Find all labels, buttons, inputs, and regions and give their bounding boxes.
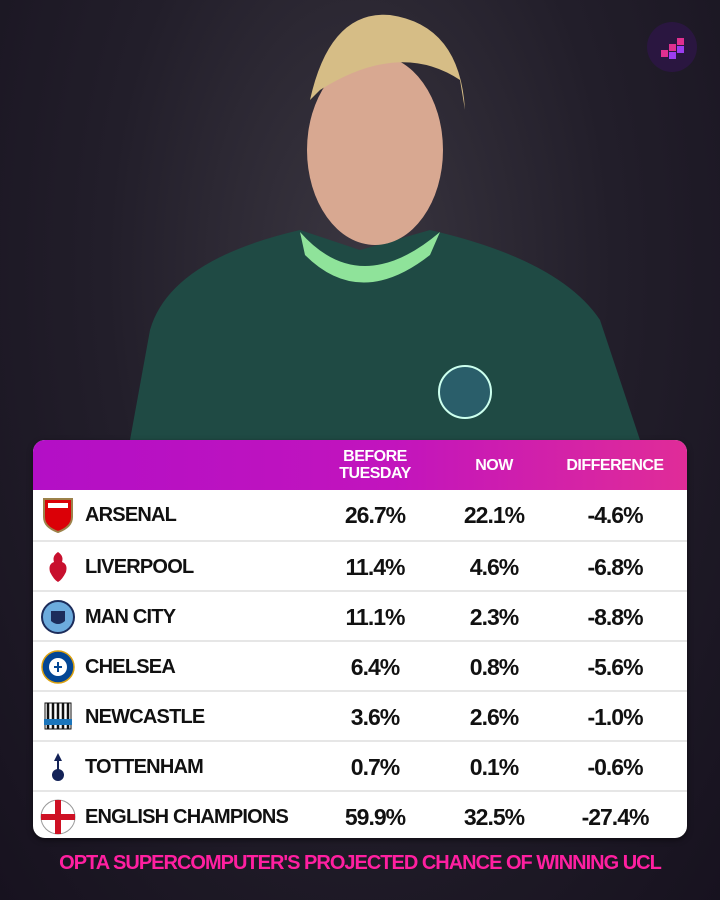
- before-value: 59.9%: [344, 804, 406, 830]
- table-row: CHELSEA 6.4% 0.8% -5.6%: [33, 640, 687, 690]
- now-value: 0.8%: [469, 654, 519, 680]
- chelsea-crest-icon: [41, 650, 75, 684]
- now-value: 4.6%: [469, 554, 519, 580]
- now-value: 22.1%: [463, 502, 525, 528]
- team-name: LIVERPOOL: [85, 556, 194, 578]
- tottenham-crest-icon: [52, 753, 64, 781]
- team-name: NEWCASTLE: [85, 706, 205, 728]
- before-value: 0.7%: [350, 754, 400, 780]
- difference-value: -4.6%: [587, 502, 643, 528]
- difference-value: -8.8%: [587, 604, 643, 630]
- now-value: 32.5%: [463, 804, 525, 830]
- caption: OPTA SUPERCOMPUTER'S PROJECTED CHANCE OF…: [59, 852, 662, 874]
- before-value: 11.1%: [345, 604, 406, 630]
- difference-value: -6.8%: [587, 554, 643, 580]
- england-flag-icon: [40, 799, 76, 835]
- team-name: ARSENAL: [85, 504, 177, 526]
- brand-logo: [647, 22, 697, 72]
- table-row: MAN CITY 11.1% 2.3% -8.8%: [33, 590, 687, 640]
- team-name: MAN CITY: [85, 606, 176, 628]
- before-value: 11.4%: [345, 554, 406, 580]
- newcastle-crest-icon: [44, 702, 72, 730]
- header-now: NOW: [475, 456, 513, 474]
- table-row: LIVERPOOL 11.4% 4.6% -6.8%: [33, 540, 687, 590]
- table-row: ENGLISH CHAMPIONS 59.9% 32.5% -27.4%: [33, 790, 687, 840]
- table-row: TOTTENHAM 0.7% 0.1% -0.6%: [33, 740, 687, 790]
- difference-value: -27.4%: [581, 804, 650, 830]
- before-value: 3.6%: [350, 704, 400, 730]
- table-header: BEFORE TUESDAY NOW DIFFERENCE: [33, 440, 687, 490]
- table-row: ARSENAL 26.7% 22.1% -4.6%: [33, 490, 687, 540]
- now-value: 2.3%: [469, 604, 519, 630]
- difference-value: -1.0%: [587, 704, 643, 730]
- liverpool-crest-icon: [49, 552, 67, 582]
- ucl-odds-table: BEFORE TUESDAY NOW DIFFERENCE ARSENAL 26…: [33, 440, 687, 838]
- team-name: TOTTENHAM: [85, 756, 204, 778]
- now-value: 0.1%: [469, 754, 519, 780]
- before-value: 6.4%: [350, 654, 400, 680]
- header-before: BEFORE TUESDAY: [339, 448, 411, 482]
- before-value: 26.7%: [344, 502, 406, 528]
- table-row: NEWCASTLE 3.6% 2.6% -1.0%: [33, 690, 687, 740]
- difference-value: -0.6%: [587, 754, 643, 780]
- now-value: 2.6%: [469, 704, 519, 730]
- difference-value: -5.6%: [587, 654, 643, 680]
- team-name: ENGLISH CHAMPIONS: [85, 806, 289, 828]
- man-city-crest-icon: [41, 600, 75, 634]
- header-difference: DIFFERENCE: [566, 456, 664, 474]
- team-name: CHELSEA: [85, 656, 176, 678]
- arsenal-crest-icon: [43, 498, 73, 533]
